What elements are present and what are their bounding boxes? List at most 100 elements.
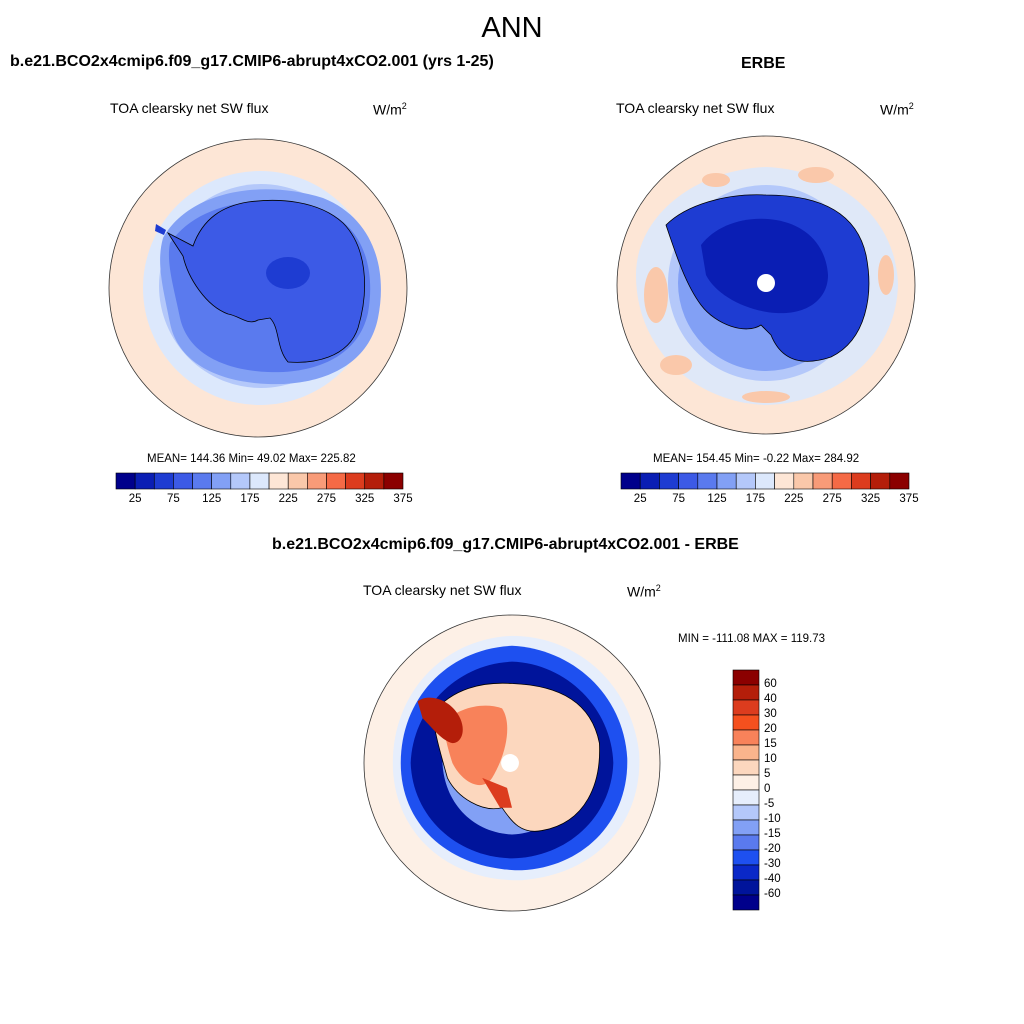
colorbar-2-tick-label: 75 (672, 493, 685, 505)
colorbar-2-tick-label: 175 (745, 493, 765, 505)
colorbar-3-swatch (732, 804, 760, 821)
colorbar-2 (620, 472, 910, 490)
colorbar-1-tick-label: 275 (316, 493, 337, 505)
panel-3-units-base: W/m (627, 583, 656, 600)
panel-1-title: b.e21.BCO2x4cmip6.f09_g17.CMIP6-abrupt4x… (10, 53, 494, 70)
colorbar-1-swatch (268, 472, 289, 490)
colorbar-1-swatch (345, 472, 366, 490)
map-1-antarctica (166, 199, 365, 363)
map-3-boundary (363, 614, 661, 912)
panel-2-units-exp: 2 (908, 101, 914, 111)
colorbar-1-swatch (134, 472, 155, 490)
colorbar-2-tick-label: 25 (633, 493, 647, 505)
colorbar-3-tick-label: -10 (764, 813, 781, 825)
colorbar-2-swatch (851, 472, 871, 490)
colorbar-3-swatch (732, 879, 760, 896)
colorbar-1-tick-label: 375 (393, 493, 413, 505)
panel-3-stats: MIN = -111.08 MAX = 119.73 (678, 633, 826, 645)
colorbar-3-swatch (732, 669, 760, 686)
colorbar-2-swatch (716, 472, 737, 490)
colorbar-3 (732, 669, 760, 911)
panel-3-title: b.e21.BCO2x4cmip6.f09_g17.CMIP6-abrupt4x… (272, 536, 739, 553)
colorbar-2-swatch (812, 472, 833, 490)
colorbar-3-swatch (732, 729, 760, 746)
colorbar-2-swatch (793, 472, 814, 490)
polar-map-model (108, 138, 408, 438)
colorbar-1 (115, 472, 404, 490)
panel-3-units-exp: 2 (655, 583, 661, 593)
colorbar-3-tick-label: -5 (764, 798, 775, 810)
map-2-fill-25-50 (701, 218, 828, 314)
colorbar-2-swatch (620, 472, 641, 490)
colorbar-3-tick-label: 10 (764, 753, 777, 765)
colorbar-2-swatch (889, 472, 910, 490)
colorbar-2-swatch (735, 472, 756, 490)
colorbar-3-tick-label: 5 (764, 768, 771, 780)
colorbar-1-tick-label: 325 (355, 493, 375, 505)
colorbar-3-tick-label: -40 (764, 873, 781, 885)
colorbar-1-swatch (287, 472, 308, 490)
panel-1-stats: MEAN= 144.36 Min= 49.02 Max= 225.82 (147, 453, 356, 465)
colorbar-1-swatch (230, 472, 251, 490)
colorbar-1-swatch (192, 472, 212, 490)
colorbar-1-swatch (153, 472, 174, 490)
colorbar-2-tick-label: 225 (784, 493, 804, 505)
colorbar-2-swatch (639, 472, 660, 490)
panel-3-subtitle: TOA clearsky net SW flux (363, 582, 522, 598)
colorbar-3-swatch (732, 849, 760, 866)
colorbar-3-tick-label: 0 (764, 783, 771, 795)
panel-2-title: ERBE (741, 55, 786, 72)
colorbar-3-tick-label: -20 (764, 843, 781, 855)
panel-1-subtitle: TOA clearsky net SW flux (110, 100, 269, 116)
colorbar-1-tick-label: 75 (166, 493, 180, 505)
colorbar-1-ticks: 25 75 125 175 225 275 325 375 (116, 493, 413, 507)
panel-2-subtitle: TOA clearsky net SW flux (616, 100, 775, 116)
colorbar-1-swatch (383, 472, 404, 490)
colorbar-3-tick-label: 15 (764, 738, 777, 750)
colorbar-2-tick-label: 275 (822, 493, 842, 505)
colorbar-2-swatch (659, 472, 679, 490)
colorbar-2-tick-label: 375 (899, 493, 919, 505)
map-3-fill-40-60 (417, 697, 463, 744)
colorbar-2-swatch (870, 472, 891, 490)
colorbar-2-swatch (755, 472, 775, 490)
colorbar-3-tick-label: 20 (764, 723, 777, 735)
colorbar-3-swatch (732, 759, 760, 776)
colorbar-2-swatch (774, 472, 795, 490)
map-2-boundary (616, 135, 916, 435)
colorbar-1-tick-label: 225 (278, 493, 298, 505)
panel-2-stats: MEAN= 154.45 Min= -0.22 Max= 284.92 (653, 453, 860, 465)
colorbar-3-tick-label: -30 (764, 858, 781, 870)
colorbar-3-swatch (732, 789, 760, 806)
colorbar-2-tick-label: 325 (861, 493, 881, 505)
colorbar-3-tick-label: 40 (764, 693, 777, 705)
colorbar-2-swatch (678, 472, 699, 490)
colorbar-2-tick-label: 125 (707, 493, 727, 505)
colorbar-3-tick-label: 60 (764, 678, 777, 690)
colorbar-1-swatch (364, 472, 385, 490)
colorbar-1-swatch (211, 472, 232, 490)
map-2-warm-patches (644, 167, 894, 403)
colorbar-3-swatch (732, 864, 760, 881)
colorbar-1-tick-label: 125 (202, 493, 222, 505)
colorbar-3-swatch (732, 819, 760, 836)
map-1-fill-50-75 (266, 257, 310, 289)
panel-3-units: W/m2 (627, 583, 661, 600)
map-3-pole-hole (501, 754, 519, 772)
panel-1-units-exp: 2 (401, 101, 407, 111)
colorbar-1-swatch (326, 472, 346, 490)
figure-title: ANN (481, 12, 543, 44)
colorbar-1-tick-label: 175 (240, 493, 260, 505)
map-1-boundary (108, 138, 408, 438)
panel-1-units: W/m2 (373, 101, 407, 118)
colorbar-1-swatch (115, 472, 136, 490)
colorbar-1-swatch (249, 472, 270, 490)
colorbar-2-swatch (831, 472, 852, 490)
colorbar-2-ticks: 25 75 125 175 225 275 325 375 (621, 493, 919, 507)
map-1-peninsula-tip (155, 224, 166, 235)
colorbar-2-swatch (697, 472, 718, 490)
map-3-fill-30-40 (482, 777, 512, 808)
polar-map-erbe (616, 135, 916, 435)
panel-1-units-base: W/m (373, 101, 402, 118)
colorbar-3-tick-label: -15 (764, 828, 781, 840)
